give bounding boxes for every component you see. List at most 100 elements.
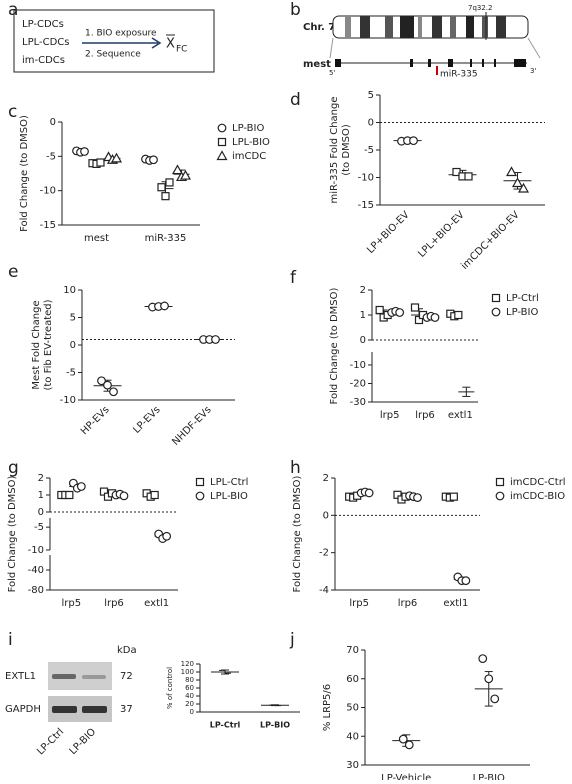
x-tick-label: lrp5 — [349, 598, 369, 609]
y-tick-label: 20 — [185, 700, 194, 708]
legend-label: imCDC-BIO — [510, 491, 565, 502]
data-point — [449, 492, 458, 501]
data-point — [119, 491, 129, 501]
y-tick-label: -5 — [364, 145, 374, 156]
result-sub: FC — [176, 45, 187, 55]
y-axis-label: (to DMSO) — [341, 124, 352, 176]
data-point — [505, 166, 518, 177]
panel-label: g — [8, 458, 19, 478]
data-point — [452, 167, 461, 177]
group-label: LP-CDCs — [22, 19, 64, 30]
step-label: 1. BIO exposure — [85, 29, 157, 39]
mirna-label: miR-335 — [440, 70, 478, 80]
legend-label: imCDC-Ctrl — [510, 477, 566, 488]
panel-a-box — [13, 9, 215, 73]
three-prime: 3' — [530, 67, 536, 75]
y-tick-label: -5 — [66, 368, 76, 379]
legend-label: LPL-Ctrl — [210, 477, 248, 488]
panel-label: d — [290, 90, 301, 110]
data-point — [398, 734, 408, 744]
data-point — [161, 192, 170, 201]
legend-label: LPL-BIO — [210, 491, 248, 502]
data-point — [404, 740, 414, 750]
data-point — [149, 155, 158, 165]
y-tick-label: 10 — [63, 285, 76, 296]
y-tick-label: -15 — [358, 200, 374, 211]
panel-label: f — [290, 268, 297, 288]
data-point — [96, 158, 105, 167]
x-tick-label: LP-Vehicle — [381, 773, 431, 780]
y-tick-label: 1 — [360, 310, 366, 321]
x-tick-label: LP-EVs — [131, 404, 162, 435]
data-point — [103, 380, 112, 390]
panel-label: a — [8, 0, 18, 20]
legend-marker — [217, 137, 227, 147]
legend-label: imCDC — [232, 151, 266, 162]
data-point — [211, 335, 220, 344]
panel-label: j — [289, 630, 295, 650]
y-tick-label: -2 — [319, 548, 329, 559]
arrow — [82, 37, 162, 49]
lane-label: LP-Ctrl — [35, 726, 66, 757]
data-point — [76, 482, 86, 491]
step-label: 2. Sequence — [85, 50, 141, 60]
panel-label: h — [290, 458, 301, 478]
data-point — [165, 178, 174, 187]
data-point — [430, 313, 440, 322]
data-point — [375, 305, 384, 315]
data-point — [484, 674, 494, 684]
x-tick-label: lrp5 — [380, 410, 400, 421]
y-axis-label: % of control — [166, 667, 174, 709]
y-tick-label: 100 — [181, 668, 194, 676]
legend-marker — [216, 150, 228, 161]
data-point — [162, 531, 172, 541]
data-point — [511, 177, 524, 188]
y-tick-label: -10 — [60, 395, 76, 406]
panel-label: i — [8, 630, 13, 650]
data-point — [160, 301, 169, 311]
legend-marker — [195, 477, 205, 487]
y-tick-label: 0 — [360, 335, 366, 346]
x-tick-label: lrp6 — [104, 598, 124, 609]
y-axis-label: miR-335 Fold Change — [329, 96, 340, 203]
zoom-lines — [329, 37, 541, 59]
result: X — [166, 37, 175, 52]
data-point — [454, 310, 463, 320]
legend-marker — [495, 491, 505, 501]
y-tick-label: -10 — [358, 173, 374, 184]
x-tick-label: extl1 — [448, 410, 473, 421]
x-tick-label: mest — [84, 233, 109, 244]
data-point — [171, 164, 184, 175]
y-tick-label: 0 — [50, 117, 56, 128]
y-tick-label: 0 — [368, 118, 374, 129]
x-tick-label: LP-Ctrl — [210, 721, 241, 730]
data-point — [150, 490, 159, 500]
x-tick-label: extl1 — [144, 598, 169, 609]
blot — [48, 662, 112, 722]
data-point — [109, 387, 118, 397]
y-tick-label: 50 — [346, 703, 359, 714]
group-label: LPL-CDCs — [22, 37, 69, 48]
chromosome-label: Chr. 7 — [303, 22, 335, 33]
y-tick-label: -30 — [350, 397, 366, 408]
legend-label: LP-Ctrl — [506, 293, 539, 304]
data-point — [80, 147, 89, 156]
y-axis-label: Fold Change (to DMSO) — [19, 115, 30, 232]
x-tick-label: HP-EVs — [79, 404, 112, 437]
data-point — [110, 152, 123, 163]
band-label: 7q32.2 — [468, 4, 492, 12]
data-point — [157, 183, 166, 192]
protein-label: GAPDH — [5, 704, 41, 715]
data-point — [464, 172, 473, 181]
panel-label: c — [8, 102, 17, 122]
x-tick-label: LP+BIO-EV — [365, 209, 412, 256]
panel-label: e — [8, 262, 18, 282]
x-tick-label: LP-BIO — [260, 721, 290, 730]
protein-label: EXTL1 — [5, 671, 36, 682]
chromosome — [332, 12, 529, 40]
x-tick-label: extl1 — [443, 598, 468, 609]
y-tick-label: 70 — [346, 645, 359, 656]
x-tick-label: NHDF-EVs — [170, 404, 213, 447]
legend-marker — [491, 307, 501, 317]
